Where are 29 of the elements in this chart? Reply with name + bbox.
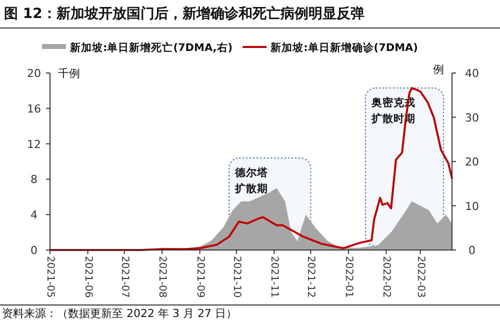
y2-tick-label: 10	[465, 200, 479, 213]
legend-label: 新加坡:单日新增死亡(7DMA,右)	[69, 41, 233, 54]
x-tick-label: 2022-03	[414, 256, 426, 298]
x-tick-label: 2021-08	[156, 256, 168, 298]
x-tick-label: 2021-07	[118, 256, 130, 298]
y-tick-label: 20	[27, 67, 41, 80]
legend-label: 新加坡:单日新增确诊(7DMA)	[270, 41, 418, 54]
y-tick-label: 0	[30, 244, 38, 257]
x-tick-label: 2022-01	[342, 256, 354, 298]
chart-title: 图 12：新加坡开放国门后，新增确诊和死亡病例明显反弹	[4, 5, 364, 22]
x-tick-label: 2021-12	[305, 256, 316, 298]
y2-tick-label: 40	[465, 67, 479, 80]
y-tick-label: 8	[30, 173, 38, 186]
y-axis-title: 千例	[58, 67, 80, 80]
y-tick-label: 16	[27, 102, 41, 116]
y2-axis-title: 例	[433, 63, 444, 76]
x-tick-label: 2021-09	[194, 256, 206, 298]
x-tick-label: 2021-06	[82, 256, 94, 298]
y-tick-label: 4	[30, 208, 38, 222]
text: 资料来源：（数据更新至 2022 年 3 月 27 日）	[2, 307, 237, 320]
x-tick-label: 2021-10	[230, 256, 242, 298]
y-tick-label: 12	[27, 138, 41, 151]
band-label: 德尔塔扩散期	[234, 166, 270, 195]
x-tick-label: 2022-02	[380, 256, 392, 298]
y2-tick-label: 30	[465, 111, 479, 124]
x-tick-label: 2021-05	[44, 256, 56, 298]
y2-tick-label: 20	[465, 156, 479, 168]
y2-tick-label: 0	[468, 244, 476, 257]
x-tick-label: 2021-11	[268, 256, 280, 298]
